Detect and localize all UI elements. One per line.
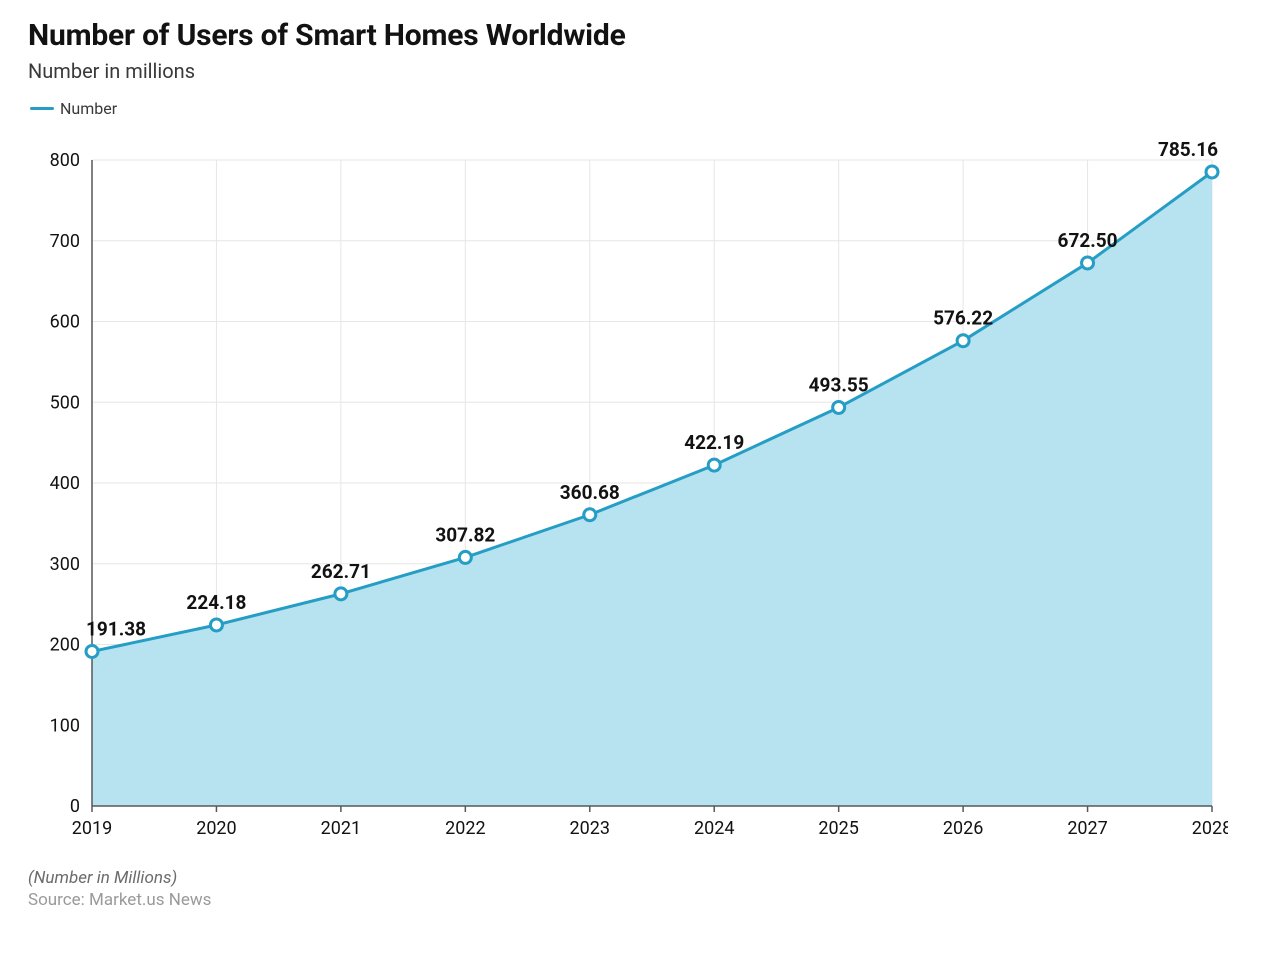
footer-note: (Number in Millions) (28, 868, 1233, 888)
data-label: 576.22 (933, 307, 993, 330)
chart-legend: Number (28, 99, 1233, 118)
x-tick-label: 2022 (445, 818, 485, 839)
data-marker (584, 509, 596, 521)
data-marker (833, 401, 845, 413)
x-tick-label: 2027 (1067, 818, 1107, 839)
x-tick-label: 2019 (72, 818, 112, 839)
x-tick-label: 2021 (321, 818, 361, 839)
data-marker (957, 335, 969, 347)
x-tick-label: 2025 (818, 818, 858, 839)
y-tick-label: 800 (50, 150, 80, 171)
data-marker (210, 619, 222, 631)
data-label: 224.18 (186, 591, 246, 614)
data-marker (1206, 166, 1218, 178)
legend-swatch (30, 107, 54, 110)
data-marker (1082, 257, 1094, 269)
x-tick-label: 2024 (694, 818, 734, 839)
data-label: 360.68 (560, 481, 620, 504)
footer-source: Source: Market.us News (28, 890, 1233, 910)
data-label: 307.82 (435, 523, 495, 546)
y-tick-label: 400 (50, 473, 80, 494)
data-label: 262.71 (311, 560, 371, 583)
chart-title: Number of Users of Smart Homes Worldwide (28, 18, 1233, 53)
chart-subtitle: Number in millions (28, 59, 1233, 83)
legend-label: Number (60, 99, 117, 118)
data-label: 493.55 (809, 373, 869, 396)
chart-container: Number of Users of Smart Homes Worldwide… (0, 0, 1261, 962)
data-marker (459, 551, 471, 563)
y-tick-label: 200 (50, 635, 80, 656)
x-tick-label: 2028 (1192, 818, 1228, 839)
data-label: 785.16 (1158, 138, 1218, 161)
data-label: 422.19 (684, 431, 744, 454)
data-label: 672.50 (1058, 229, 1118, 252)
y-tick-label: 700 (50, 231, 80, 252)
y-tick-label: 600 (50, 312, 80, 333)
data-marker (708, 459, 720, 471)
y-tick-label: 500 (50, 392, 80, 413)
x-tick-label: 2023 (570, 818, 610, 839)
data-marker (86, 645, 98, 657)
x-tick-label: 2020 (196, 818, 236, 839)
y-tick-label: 100 (50, 715, 80, 736)
area-chart: 0 100 200 300 400 500 600 700 800 2019 2020 2021 202… (28, 132, 1228, 852)
data-marker (335, 588, 347, 600)
chart-plot-area: 0 100 200 300 400 500 600 700 800 2019 2020 2021 202… (28, 132, 1233, 852)
y-tick-label: 300 (50, 554, 80, 575)
x-tick-label: 2026 (943, 818, 983, 839)
y-tick-label: 0 (70, 796, 80, 817)
data-label: 191.38 (86, 617, 146, 640)
